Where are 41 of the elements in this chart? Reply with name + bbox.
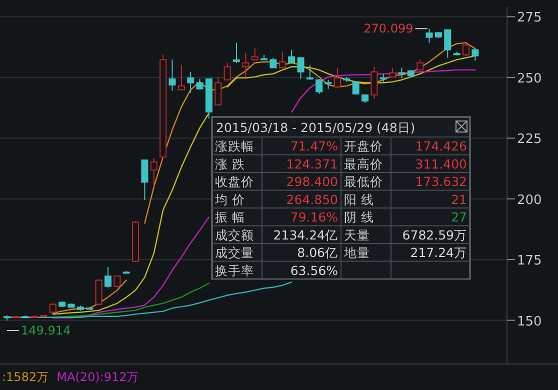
y-tick-label: 275: [517, 10, 542, 26]
annotation: 174.426: [415, 138, 468, 154]
annotation: 地量: [343, 245, 370, 260]
annotation: 2015/03/18 - 2015/05/29 (48日): [216, 120, 416, 135]
annotation: 311.400: [415, 156, 468, 172]
annotation: 换手率: [215, 262, 254, 278]
annotation: 270.099: [364, 22, 414, 36]
annotation: 149.914: [21, 323, 71, 338]
annotation: 63.56%: [290, 262, 338, 278]
annotation: 最高价: [344, 156, 383, 172]
y-tick-label: 150: [517, 314, 542, 330]
annotation: 298.400: [286, 174, 338, 189]
annotation: 71.47%: [290, 138, 338, 154]
annotation: 天量: [344, 227, 370, 242]
annotation: 21: [451, 192, 467, 207]
y-tick-label: 175: [517, 254, 542, 269]
annotation: 8.06亿: [297, 245, 338, 260]
annotation: 264.850: [286, 192, 338, 207]
annotation: 173.632: [415, 174, 467, 189]
annotation: 均 价: [214, 192, 245, 207]
annotation: 2134.24亿: [273, 227, 338, 242]
y-tick-label: 250: [517, 71, 542, 86]
annotation: 涨 跌: [215, 156, 245, 172]
annotation: 27: [451, 210, 467, 224]
y-tick-label: 225: [517, 132, 542, 148]
annotation: 阴 线: [344, 210, 374, 224]
annotation: 124.371: [286, 156, 338, 172]
annotation: 成交量: [215, 245, 254, 260]
annotation: 成交额: [215, 227, 254, 242]
annotation: 涨跌幅: [215, 138, 254, 154]
annotation: 收盘价: [215, 174, 254, 189]
text: :1582万: [2, 370, 49, 384]
y-tick-label: 200: [517, 192, 542, 208]
annotation: 开盘价: [344, 138, 383, 154]
annotation: 6782.59万: [402, 227, 467, 242]
annotation: 217.24万: [410, 245, 467, 260]
annotation: 79.16%: [290, 210, 338, 224]
annotation: 阳 线: [344, 192, 374, 207]
annotation: 振 幅: [215, 210, 245, 224]
text: MA(20):912万: [56, 370, 139, 384]
annotation: 最低价: [344, 174, 383, 189]
